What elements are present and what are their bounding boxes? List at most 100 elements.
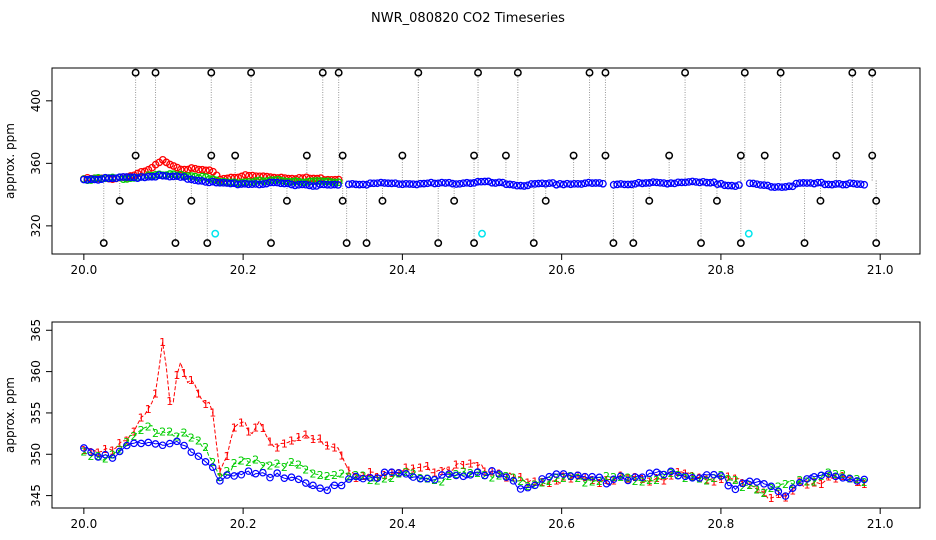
series-2-point: 2 <box>825 467 832 480</box>
series-2-point: 2 <box>553 472 560 485</box>
outlier-point <box>513 68 522 77</box>
series-3-point <box>531 180 539 188</box>
x-tick-label: 20.2 <box>230 517 257 531</box>
series-3-point <box>101 450 110 459</box>
outlier-point <box>868 151 877 160</box>
series-3-point <box>230 179 239 188</box>
outlier-point <box>207 68 216 77</box>
series-3-point <box>359 474 367 483</box>
series-2-point: 2 <box>138 424 145 437</box>
series-3-point <box>148 172 156 181</box>
series-2-point: 2 <box>689 470 696 483</box>
series-3-point <box>688 473 697 482</box>
x-tick-label: 20.8 <box>708 263 735 277</box>
series-2-point: 2 <box>589 476 596 489</box>
series-1-point: 1 <box>245 425 252 438</box>
series-3-point <box>144 172 153 181</box>
series-3-point <box>480 177 489 186</box>
series-3-point <box>556 179 564 188</box>
series-3-point <box>87 175 95 183</box>
series-2-point: 2 <box>524 480 531 493</box>
series-3-point <box>355 180 364 189</box>
series-3-point <box>423 474 432 483</box>
series-3-point <box>584 178 593 187</box>
series-1-point: 1 <box>453 459 460 472</box>
outlier-point <box>302 151 311 160</box>
series-3-point <box>810 179 818 188</box>
series-1-point: 1 <box>861 478 868 491</box>
series-3-point <box>420 179 428 188</box>
outlier-point <box>187 196 196 205</box>
series-3-point <box>366 473 375 482</box>
series-3-point <box>434 179 443 188</box>
series-3-point <box>301 180 310 189</box>
series-1-point: 1 <box>839 470 846 483</box>
series-2-point: 2 <box>181 426 188 439</box>
y-tick-label: 400 <box>29 89 43 112</box>
series-3-point <box>255 180 264 189</box>
series-3-point <box>516 485 525 493</box>
series-3-point <box>194 452 203 461</box>
series-2-point: 2 <box>603 470 610 483</box>
outlier-point <box>541 196 550 205</box>
series-3-point <box>799 179 808 187</box>
series-3-point <box>760 480 768 488</box>
series-3-point <box>803 475 811 483</box>
outlier-point <box>338 196 347 205</box>
series-3-point <box>838 474 847 482</box>
series-3-point <box>437 178 446 187</box>
series-3-point <box>795 179 804 187</box>
series-3-point <box>276 179 285 188</box>
series-2-point: 2 <box>696 473 703 486</box>
series-3-point <box>588 472 596 481</box>
outlier-point <box>450 196 459 205</box>
series-2-point: 2 <box>130 430 137 443</box>
series-1-point: 1 <box>460 459 467 472</box>
series-3-point <box>656 178 665 187</box>
series-1-point: 1 <box>109 444 116 457</box>
series-3-point <box>287 473 296 481</box>
series-2-point: 2 <box>710 472 717 485</box>
series-3-point <box>344 180 353 189</box>
outlier-point <box>207 151 216 160</box>
series-3-point <box>817 471 826 480</box>
series-2-point: 2 <box>560 472 567 485</box>
smoothed-data-panel: 20.0 20.2 20.4 20.6 20.8 21.0 345 350 355 360 365 a… <box>3 319 921 531</box>
series-3-point <box>760 181 768 190</box>
series-1-point: 1 <box>116 437 123 450</box>
x-tick-label: 20.0 <box>70 517 97 531</box>
series-3-point <box>94 453 102 461</box>
series-1-point: 1 <box>360 470 367 483</box>
series-3-point <box>638 473 647 482</box>
series-1-point: 1 <box>582 471 589 484</box>
series-3-point <box>316 484 324 492</box>
series-3-point <box>280 474 289 482</box>
series-1-point: 1 <box>710 476 717 489</box>
series-3-point <box>80 444 88 452</box>
series-2-point: 2 <box>302 464 309 477</box>
series-3-point <box>831 472 840 481</box>
series-1-point: 1 <box>216 466 223 479</box>
series-3-point <box>702 471 711 479</box>
series-3-point <box>667 467 675 476</box>
series-3-point <box>316 180 324 189</box>
series-3-point <box>731 485 740 494</box>
series-2-point: 2 <box>209 456 216 469</box>
series-3-point <box>634 178 643 187</box>
series-3-point <box>330 481 339 490</box>
series-3-point <box>681 472 690 481</box>
outlier-point <box>318 68 327 77</box>
series-3-point <box>538 475 546 483</box>
series-1-point: 1 <box>181 367 188 380</box>
series-2-point: 2 <box>682 472 689 485</box>
series-1-point: 1 <box>188 374 195 387</box>
raw-data-panel: 20.0 20.2 20.4 20.6 20.8 21.0 320 360 400 approx.… <box>3 67 921 277</box>
series-2-point: 2 <box>102 453 109 466</box>
series-2-point: 2 <box>231 457 238 470</box>
series-1-point: 1 <box>660 475 667 488</box>
series-3-point <box>574 471 582 480</box>
series-3-point <box>251 180 260 188</box>
series-1-point: 1 <box>259 422 266 435</box>
series-3-point <box>201 458 210 466</box>
series-1-point: 1 <box>417 461 424 474</box>
